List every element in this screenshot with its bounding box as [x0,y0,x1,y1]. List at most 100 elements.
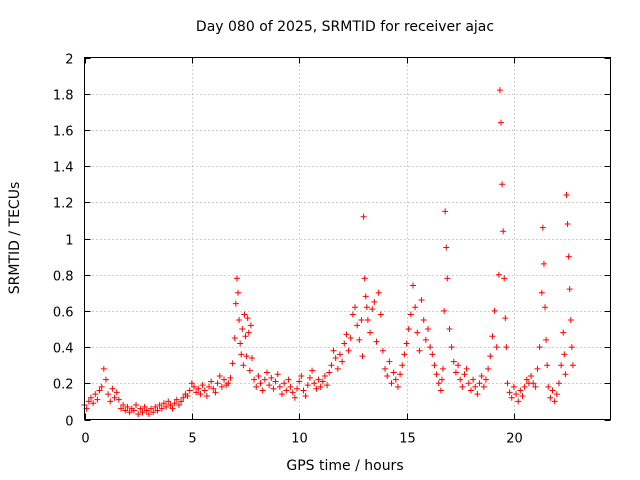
data-point [270,385,277,392]
data-point [377,311,384,318]
y-axis-label: SRMTID / TECUs [7,182,23,295]
data-point [111,394,118,401]
data-point [319,378,326,385]
data-point [429,351,436,358]
data-point [141,403,148,410]
data-point [435,380,442,387]
data-point [330,347,337,354]
data-point [414,329,421,336]
data-point [298,373,305,380]
data-point [567,316,574,323]
data-point [534,365,541,372]
data-point [422,336,429,343]
data-point [433,371,440,378]
data-point [324,382,331,389]
y-tick-labels: 0 0.2 0.4 0.6 0.8 1 1.2 1.4 1.6 1.8 2 [53,53,74,430]
data-point [470,376,477,383]
y-tick-label: 0 [65,415,73,430]
data-point [239,326,246,332]
data-point [244,315,251,322]
data-point [549,387,556,394]
data-point [508,394,515,401]
data-point [530,380,537,387]
data-point [499,181,506,188]
data-point [225,380,232,387]
data-point [502,315,509,322]
x-tick-labels: 0 5 10 15 20 [81,432,522,447]
data-point [240,362,247,369]
y-tick-label: 1 [65,234,73,249]
data-point [463,365,470,372]
data-point [547,394,554,401]
data-point [158,405,165,412]
data-point [506,389,513,396]
data-point [443,244,450,251]
data-point [152,403,159,410]
data-point [362,293,369,300]
data-point [532,383,539,390]
data-point [212,389,219,396]
data-point [268,374,275,381]
data-point [551,398,558,405]
y-tick-label: 0.8 [53,270,74,285]
data-point [156,402,163,409]
data-point [565,253,572,260]
data-point [257,380,264,387]
data-point [296,378,303,385]
y-tick-label: 1.6 [53,125,74,140]
data-point [397,371,404,378]
data-point [543,336,550,343]
data-point [178,398,185,405]
data-point [482,376,489,383]
data-point [369,306,376,313]
data-point [232,300,239,307]
data-point [206,383,213,390]
data-point [165,398,172,405]
x-tick-label: 20 [506,432,523,447]
data-point [201,387,208,394]
data-point [394,383,401,390]
data-point [390,369,397,376]
data-point [218,383,225,390]
y-tick-label: 1.8 [53,89,74,104]
data-point [427,344,434,351]
data-point [242,333,249,340]
data-point [235,289,242,296]
data-point [392,376,399,383]
data-point [102,376,109,383]
data-point [519,392,526,399]
data-point [416,347,423,354]
plot-frame [84,57,611,420]
data-point [193,389,200,396]
data-point [349,311,356,318]
data-point [274,371,281,378]
data-point [500,228,507,235]
data-point [487,353,494,360]
data-point [347,335,354,342]
data-point [485,365,492,372]
data-point [379,347,386,354]
data-point [210,385,217,392]
data-point [203,392,210,399]
data-point [255,373,262,380]
data-point [135,411,142,418]
data-point [356,336,363,343]
data-point [287,383,294,390]
data-points [81,87,576,418]
data-point [231,335,238,342]
data-point [359,353,366,360]
data-point [169,405,176,412]
data-point [247,322,254,329]
data-point [457,376,464,383]
data-point [98,383,105,390]
data-point [245,329,252,336]
data-point [360,213,367,220]
data-point [109,385,116,392]
data-point [545,383,552,390]
data-point [336,351,343,358]
data-point [493,344,500,351]
x-tick-label: 10 [291,432,308,447]
data-point [199,382,206,389]
data-point [450,358,457,365]
data-point [386,358,393,365]
